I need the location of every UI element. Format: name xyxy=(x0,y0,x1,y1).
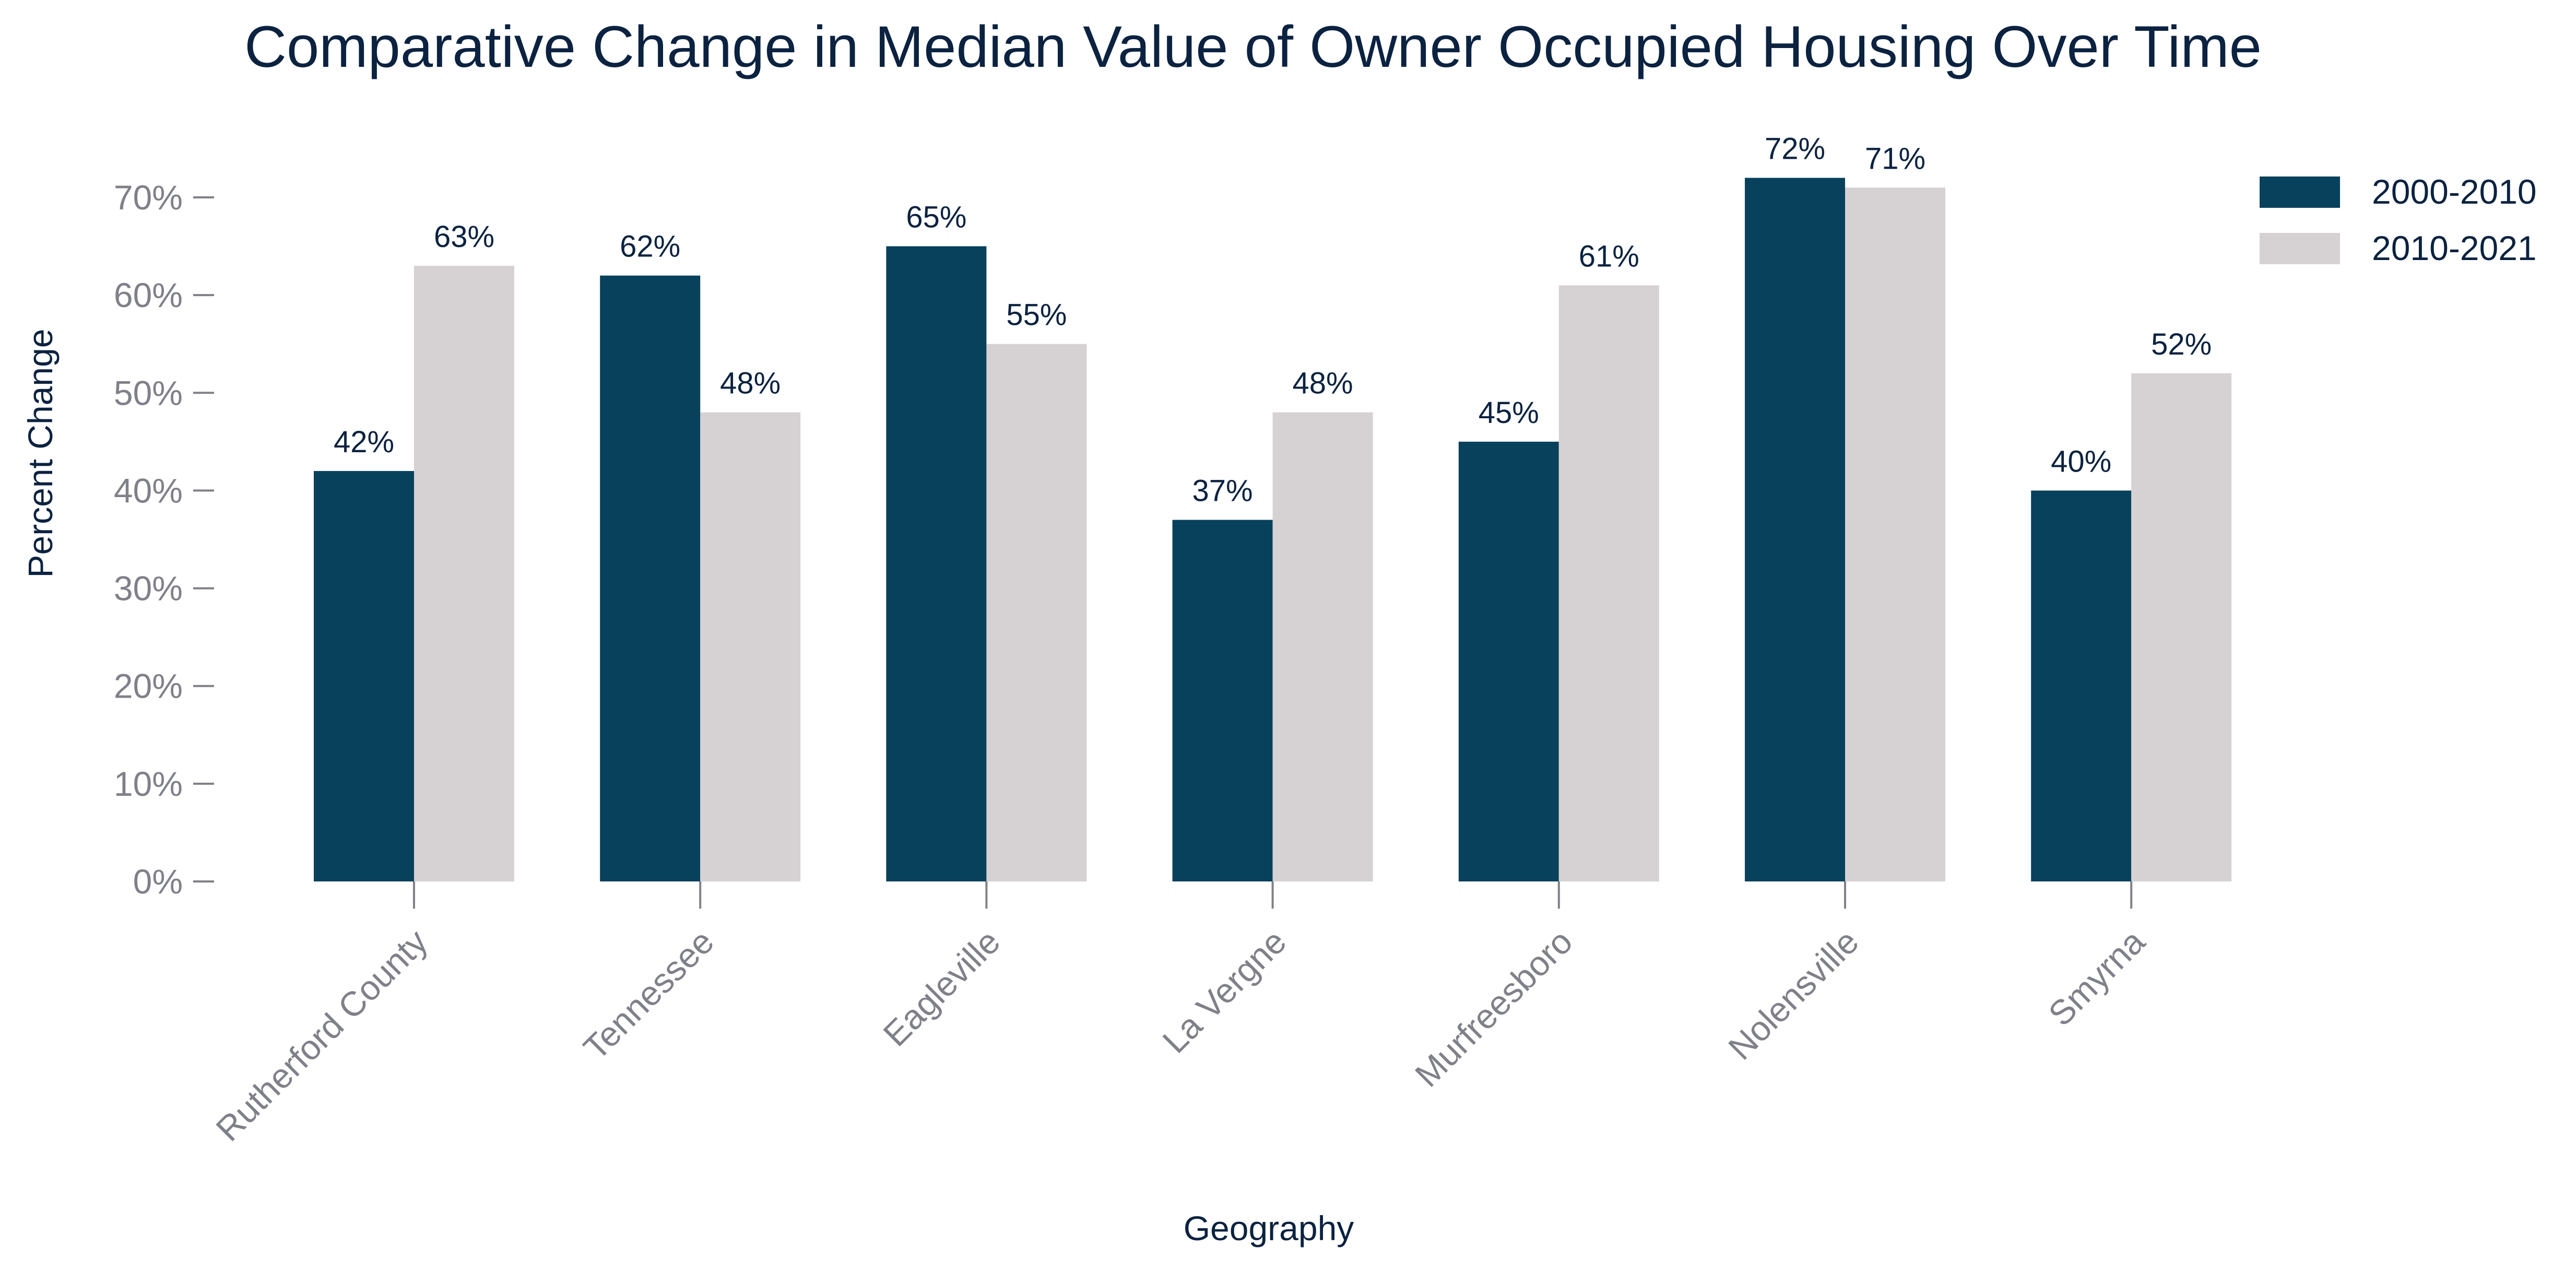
y-tick-label: 60% xyxy=(114,276,183,314)
y-tick-label: 0% xyxy=(133,862,183,901)
bar-data-label: 63% xyxy=(434,220,494,254)
x-tick-label: La Vergne xyxy=(1155,922,1293,1061)
y-tick-label: 20% xyxy=(114,667,183,705)
bar xyxy=(1458,441,1559,881)
legend-label: 2010-2021 xyxy=(2372,229,2537,267)
bar-data-label: 65% xyxy=(906,201,966,234)
bar xyxy=(1172,520,1273,881)
bar-data-label: 61% xyxy=(1579,239,1639,273)
bars xyxy=(314,178,2232,882)
legend: 2000-2010 2010-2021 xyxy=(2260,172,2537,267)
bar xyxy=(986,344,1087,881)
y-axis-title: Percent Change xyxy=(21,329,60,578)
bar xyxy=(1745,178,1845,882)
bar xyxy=(1558,285,1659,881)
bar-data-label: 52% xyxy=(2151,327,2212,361)
legend-label: 2000-2010 xyxy=(2372,172,2537,211)
x-axis-title: Geography xyxy=(1184,1209,1354,1248)
bar xyxy=(886,246,987,882)
bar-data-label: 72% xyxy=(1765,132,1825,166)
bar xyxy=(314,471,414,881)
bar-data-label: 48% xyxy=(1293,367,1353,401)
bar-data-label: 37% xyxy=(1192,474,1253,508)
data-labels: 42% 62% 65% 37% 45% 72% 40% 63% 48% 55% 48% 61% 71% 5… xyxy=(334,132,2212,508)
y-tick-label: 70% xyxy=(114,178,183,217)
x-tick-label: Murfreesboro xyxy=(1408,922,1580,1095)
bar-data-label: 48% xyxy=(720,367,781,401)
bar xyxy=(2131,373,2232,881)
bar xyxy=(1845,187,1945,882)
bar xyxy=(600,275,701,881)
y-axis: 0% 10% 20% 30% 40% 50% 60% 70% xyxy=(114,178,214,901)
bar-data-label: 40% xyxy=(2051,444,2111,478)
bar xyxy=(700,412,801,881)
x-tick-label: Nolensville xyxy=(1721,922,1866,1067)
x-tick-label: Smyrna xyxy=(2041,922,2152,1033)
x-tick-label: Rutherford County xyxy=(208,922,435,1149)
bar xyxy=(2031,490,2132,881)
x-axis: Rutherford County Tennessee Eagleville La V… xyxy=(208,881,2152,1148)
bar-data-label: 45% xyxy=(1479,396,1539,430)
x-tick-label: Tennessee xyxy=(576,922,721,1067)
x-tick-label: Eagleville xyxy=(876,922,1007,1054)
bar-data-label: 71% xyxy=(1865,142,1925,175)
legend-swatch xyxy=(2260,176,2340,208)
chart-title: Comparative Change in Median Value of Ow… xyxy=(244,14,2262,79)
bar-data-label: 55% xyxy=(1006,298,1067,332)
legend-swatch xyxy=(2260,233,2340,264)
y-tick-label: 50% xyxy=(114,373,183,412)
bar xyxy=(1272,412,1373,881)
y-tick-label: 30% xyxy=(114,569,183,608)
bar-data-label: 62% xyxy=(620,230,680,264)
bar xyxy=(414,266,514,881)
y-tick-label: 40% xyxy=(114,471,183,510)
y-tick-label: 10% xyxy=(114,764,183,803)
bar-data-label: 42% xyxy=(334,425,394,459)
